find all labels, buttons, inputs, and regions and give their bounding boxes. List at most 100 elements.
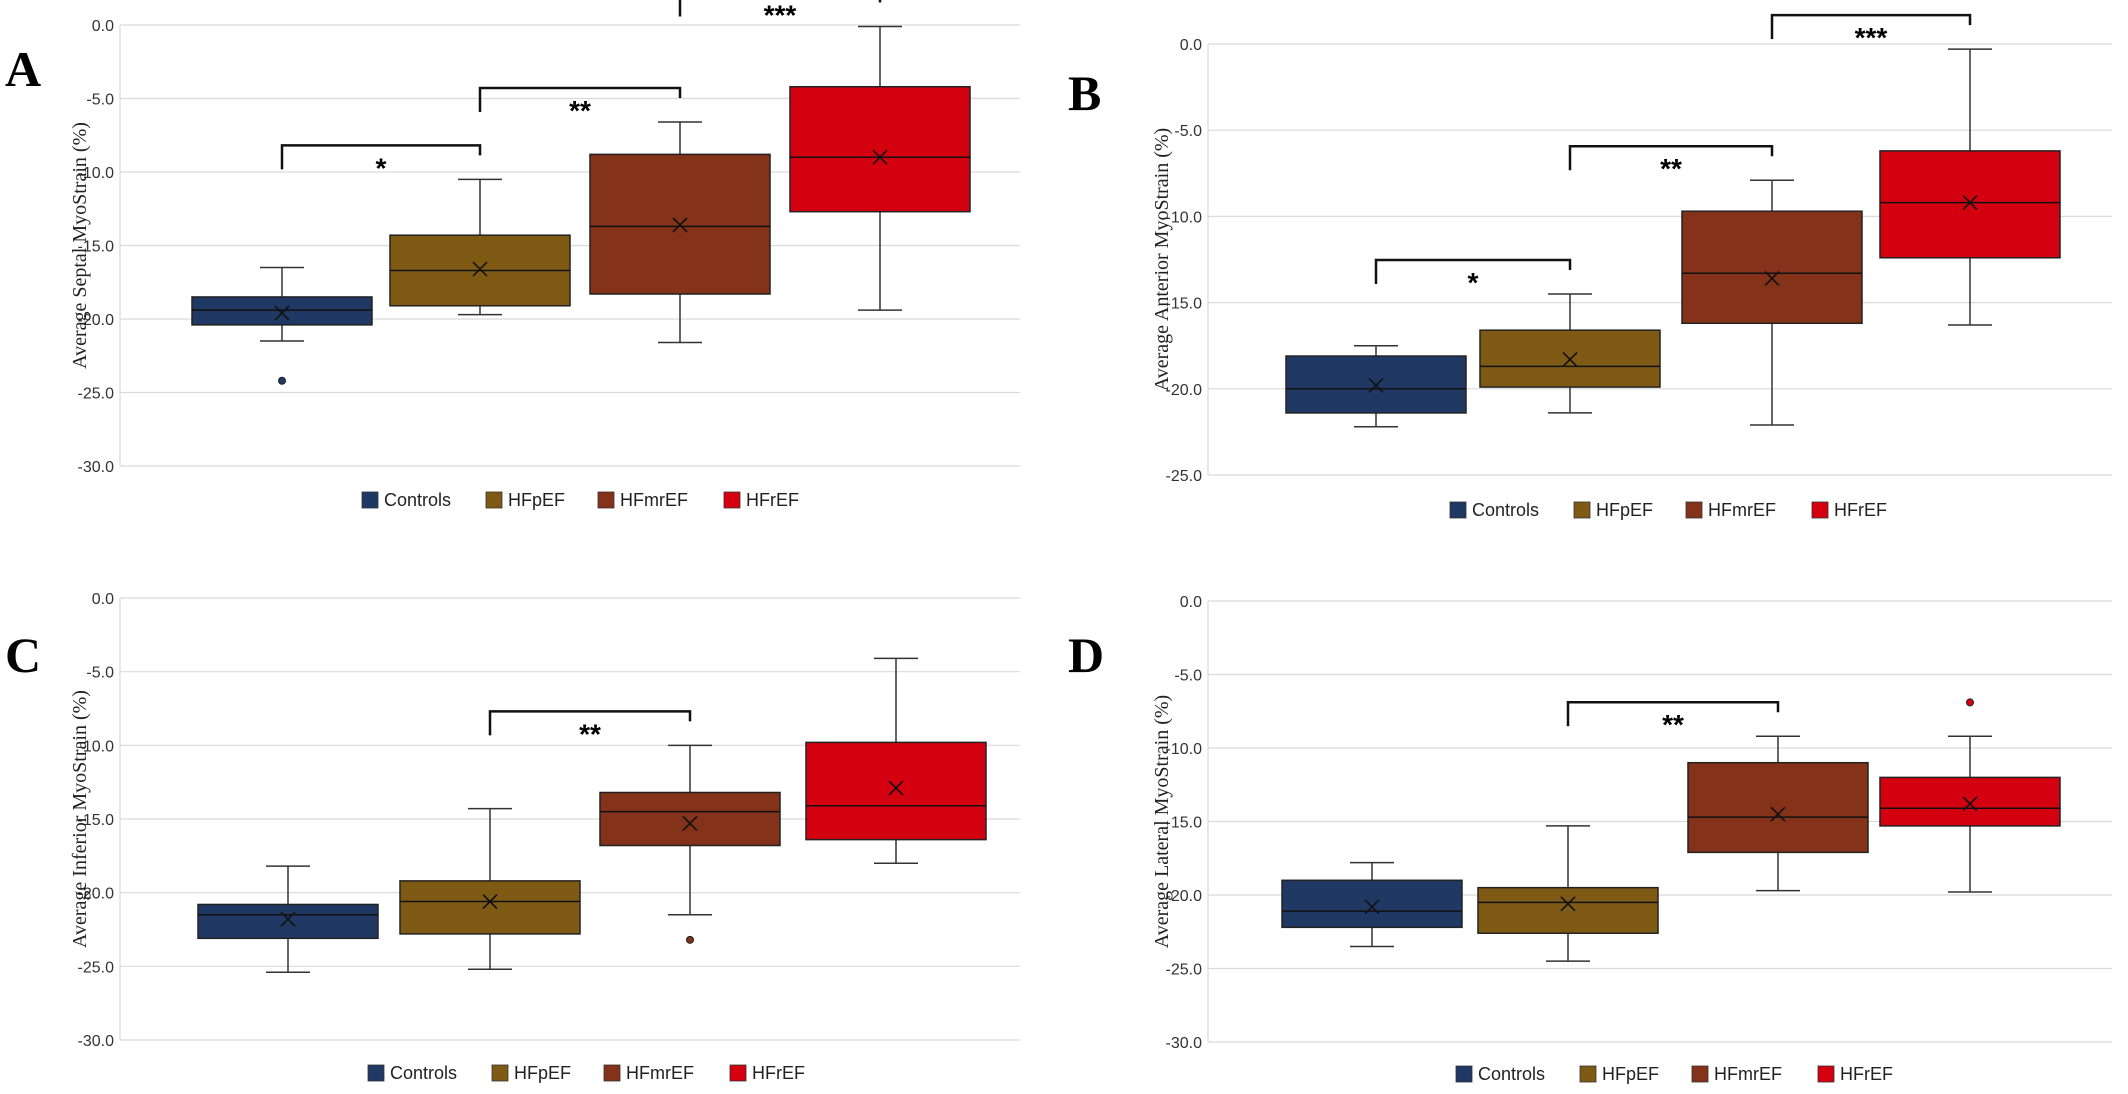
mean-marker — [682, 815, 698, 831]
bracket-line — [488, 710, 692, 736]
box-iqr — [599, 791, 781, 847]
y-tick-label: -30.0 — [78, 459, 115, 476]
legend-label: Controls — [1478, 1064, 1545, 1084]
panel-letter: C — [5, 627, 41, 683]
y-tick-label: -20.0 — [1166, 382, 1203, 399]
y-tick-label: -15.0 — [1166, 815, 1203, 832]
y-tick-label: -20.0 — [1166, 888, 1203, 905]
legend: Controls HFpEF HFmrEF HFrEF — [1449, 500, 1887, 520]
bracket-line — [1374, 258, 1572, 284]
outlier-point — [1966, 698, 1974, 707]
legend-label: HFrEF — [1840, 1064, 1893, 1084]
bracket-line — [1568, 144, 1774, 171]
significance-bracket: ** — [478, 86, 682, 126]
mean-marker — [1368, 377, 1384, 393]
bracket-line — [1566, 700, 1780, 727]
box-hfref — [805, 657, 987, 864]
significance-bracket: * — [280, 144, 482, 183]
significance-label: *** — [764, 0, 797, 30]
y-tick-label: -15.0 — [78, 812, 115, 829]
legend-label: HFpEF — [1602, 1064, 1659, 1084]
legend-swatch — [597, 491, 615, 509]
outlier-point — [686, 935, 694, 944]
legend-label: HFmrEF — [1714, 1064, 1782, 1084]
y-tick-label: -10.0 — [78, 165, 115, 182]
box-hfref — [1879, 48, 2061, 326]
legend-label: HFpEF — [514, 1063, 571, 1083]
box-iqr — [805, 741, 987, 841]
mean-marker — [274, 305, 290, 321]
box-iqr — [399, 880, 581, 935]
significance-label: ** — [1660, 153, 1682, 184]
mean-marker — [280, 911, 296, 927]
mean-marker — [1962, 796, 1978, 812]
legend-swatch — [1691, 1065, 1709, 1083]
box-hfref — [1879, 698, 2061, 893]
legend-swatch — [1811, 501, 1829, 519]
y-tick-label: 0.0 — [92, 18, 114, 35]
y-tick-label: -10.0 — [1166, 209, 1203, 226]
box-iqr — [197, 903, 379, 940]
legend-label: HFpEF — [508, 490, 565, 510]
legend-swatch — [1455, 1065, 1473, 1083]
mean-marker — [1364, 899, 1380, 915]
mean-marker — [1764, 270, 1780, 287]
y-tick-label: 0.0 — [1180, 37, 1202, 54]
bracket-line — [478, 86, 682, 113]
box-controls — [191, 266, 373, 385]
panel-letter: A — [5, 41, 41, 97]
legend-label: Controls — [384, 490, 451, 510]
legend-swatch — [1573, 501, 1591, 519]
legend-label: HFmrEF — [1708, 500, 1776, 520]
box-hfpef — [389, 178, 571, 316]
box-hfmref — [599, 744, 781, 944]
box-hfpef — [1477, 825, 1659, 962]
box-iqr — [789, 85, 971, 213]
significance-label: * — [376, 152, 387, 183]
legend-label: Controls — [390, 1063, 457, 1083]
legend-label: HFpEF — [1596, 500, 1653, 520]
significance-label: ** — [579, 718, 601, 749]
box-hfpef — [1479, 293, 1661, 414]
legend-swatch — [1579, 1065, 1597, 1083]
significance-bracket: *** — [678, 0, 882, 30]
mean-marker — [672, 217, 688, 233]
legend-swatch — [723, 491, 741, 509]
mean-marker — [888, 780, 904, 796]
legend-label: HFrEF — [746, 490, 799, 510]
box-iqr — [1879, 150, 2061, 259]
chart-panel-d: D 0.0 -5.0 -10.0 -15.0 -20.0 -25.0 -30.0 Average… — [1068, 594, 2112, 1084]
y-tick-label: -15.0 — [78, 239, 115, 256]
significance-bracket: ** — [488, 710, 692, 749]
legend-label: Controls — [1472, 500, 1539, 520]
legend-swatch — [367, 1064, 385, 1082]
significance-label: *** — [1855, 22, 1888, 53]
mean-marker — [482, 893, 498, 910]
outlier-point — [278, 376, 286, 385]
mean-marker — [1560, 896, 1576, 912]
mean-marker — [472, 261, 488, 277]
y-tick-label: 0.0 — [1180, 594, 1202, 611]
mean-marker — [1562, 351, 1578, 368]
box-hfmref — [589, 121, 771, 344]
chart-panel-a: A 0.0 -5.0 -10.0 -15.0 -20.0 -25.0 -30.0 Average… — [5, 0, 1020, 510]
box-iqr — [1879, 776, 2061, 827]
legend-swatch — [1685, 501, 1703, 519]
y-tick-label: -30.0 — [78, 1033, 115, 1050]
legend-label: HFmrEF — [620, 490, 688, 510]
y-tick-label: -5.0 — [86, 92, 114, 109]
legend: Controls HFpEF HFmrEF HFrEF — [367, 1063, 805, 1083]
y-tick-label: 0.0 — [92, 591, 114, 608]
bracket-line — [678, 0, 882, 17]
legend-swatch — [729, 1064, 747, 1082]
y-tick-label: -25.0 — [1166, 962, 1203, 979]
y-tick-label: -20.0 — [78, 312, 115, 329]
chart-panel-b: B 0.0 -5.0 -10.0 -15.0 -20.0 -25.0 Average Ante… — [1068, 13, 2112, 520]
significance-label: ** — [1662, 709, 1684, 740]
box-iqr — [1477, 886, 1659, 934]
panel-letter: B — [1068, 65, 1101, 121]
legend-label: HFmrEF — [626, 1063, 694, 1083]
box-hfmref — [1681, 179, 1863, 426]
legend: Controls HFpEF HFmrEF HFrEF — [1455, 1064, 1893, 1084]
